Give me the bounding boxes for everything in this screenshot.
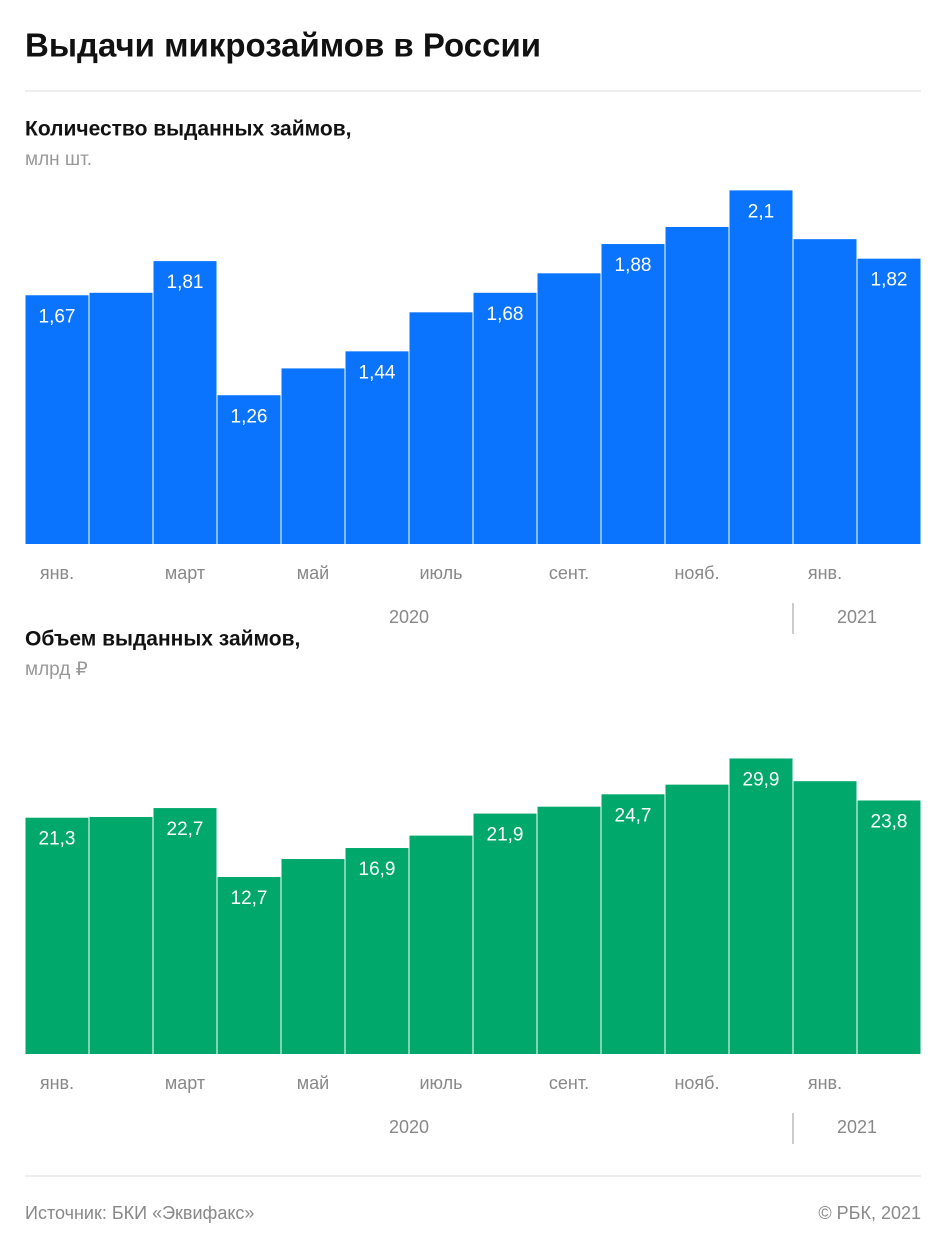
bar [217, 395, 281, 544]
bar [665, 784, 729, 1054]
value-label: 22,7 [167, 819, 204, 840]
credit: © РБК, 2021 [818, 1203, 921, 1223]
year-label: 2021 [837, 607, 877, 627]
x-tick-label: янв. [40, 563, 74, 583]
bar [537, 806, 601, 1054]
value-label: 24,7 [615, 805, 652, 826]
bar [793, 239, 857, 544]
value-label: 1,88 [615, 255, 652, 276]
bar [857, 800, 921, 1054]
bar [281, 368, 345, 544]
value-label: 1,82 [871, 270, 908, 291]
page-title: Выдачи микрозаймов в России [25, 27, 541, 64]
chart-title: Количество выданных займов, [25, 118, 351, 141]
bar [473, 292, 537, 544]
x-tick-label: май [297, 563, 329, 583]
bar [665, 226, 729, 544]
x-tick-label: нояб. [674, 563, 719, 583]
bar [153, 261, 217, 544]
bar [345, 848, 409, 1054]
value-label: 29,9 [743, 769, 780, 790]
value-label: 1,68 [487, 304, 524, 325]
value-label: 1,26 [231, 406, 268, 427]
bar [25, 817, 89, 1054]
value-label: 1,67 [39, 306, 76, 327]
bar [601, 794, 665, 1054]
bar [409, 312, 473, 544]
x-tick-label: янв. [40, 1073, 74, 1093]
value-label: 1,81 [167, 272, 204, 293]
bar [153, 808, 217, 1054]
value-label: 1,44 [359, 362, 396, 383]
bar [729, 758, 793, 1054]
bar [281, 859, 345, 1054]
bar [409, 835, 473, 1054]
bar [793, 781, 857, 1054]
chart-subtitle: млрд ₽ [25, 659, 88, 680]
bar [537, 273, 601, 544]
bar [25, 295, 89, 544]
bar [473, 813, 537, 1054]
x-tick-label: март [165, 1073, 205, 1093]
bar [89, 292, 153, 544]
value-label: 16,9 [359, 859, 396, 880]
bar [601, 244, 665, 545]
bar [857, 258, 921, 544]
chart-subtitle: млн шт. [25, 149, 92, 170]
x-tick-label: янв. [808, 1073, 842, 1093]
bar [729, 190, 793, 545]
source: Источник: БКИ «Эквифакс» [25, 1203, 254, 1223]
bar [89, 817, 153, 1054]
x-tick-label: май [297, 1073, 329, 1093]
x-tick-label: янв. [808, 563, 842, 583]
bar [345, 351, 409, 544]
year-label: 2020 [389, 607, 429, 627]
bar [217, 876, 281, 1054]
chart-title: Объем выданных займов, [25, 628, 300, 651]
value-label: 21,3 [39, 829, 76, 850]
value-label: 23,8 [871, 812, 908, 833]
x-tick-label: сент. [549, 1073, 589, 1093]
x-tick-label: июль [419, 1073, 462, 1093]
x-tick-label: нояб. [674, 1073, 719, 1093]
value-label: 12,7 [231, 888, 268, 909]
year-label: 2020 [389, 1117, 429, 1137]
x-tick-label: март [165, 563, 205, 583]
value-label: 21,9 [487, 825, 524, 846]
value-label: 2,1 [748, 201, 774, 222]
year-label: 2021 [837, 1117, 877, 1137]
x-tick-label: сент. [549, 563, 589, 583]
x-tick-label: июль [419, 563, 462, 583]
